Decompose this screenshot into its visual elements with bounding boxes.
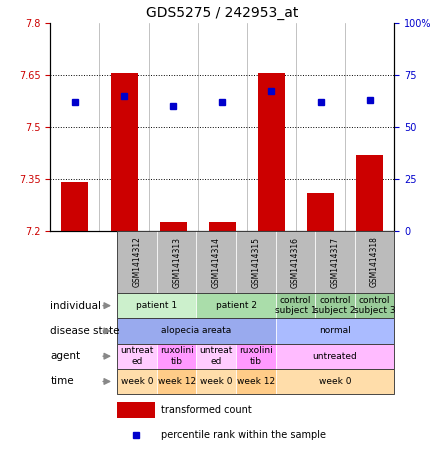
Bar	[307, 193, 334, 231]
Bar	[236, 231, 276, 293]
Bar	[197, 343, 236, 369]
Bar	[157, 343, 197, 369]
Text: GSM1414316: GSM1414316	[291, 236, 300, 288]
Text: alopecia areata: alopecia areata	[161, 327, 232, 335]
Bar	[117, 343, 394, 369]
Text: patient 1: patient 1	[136, 301, 177, 310]
Bar	[117, 318, 394, 343]
Bar	[197, 231, 236, 293]
Text: normal: normal	[319, 327, 351, 335]
Text: control
subject 3: control subject 3	[353, 296, 395, 315]
Text: GSM1414315: GSM1414315	[251, 236, 260, 288]
Bar	[209, 222, 236, 231]
Text: disease state: disease state	[50, 326, 120, 336]
Bar	[117, 293, 394, 318]
Text: week 12: week 12	[237, 377, 275, 386]
Bar	[117, 231, 157, 293]
Bar	[157, 231, 197, 293]
Text: GSM1414313: GSM1414313	[172, 236, 181, 288]
Bar	[276, 231, 315, 293]
Bar	[117, 318, 276, 343]
Bar	[110, 73, 138, 231]
Bar	[117, 293, 197, 318]
Bar	[61, 183, 88, 231]
Text: percentile rank within the sample: percentile rank within the sample	[161, 430, 326, 440]
Text: individual: individual	[50, 301, 101, 311]
Bar	[236, 343, 276, 369]
Bar	[117, 231, 394, 293]
Text: week 12: week 12	[158, 377, 196, 386]
Bar	[117, 369, 394, 394]
Text: GSM1414312: GSM1414312	[133, 236, 141, 288]
Title: GDS5275 / 242953_at: GDS5275 / 242953_at	[146, 6, 298, 20]
Text: time: time	[50, 376, 74, 386]
Text: week 0: week 0	[200, 377, 233, 386]
Text: untreat
ed: untreat ed	[200, 347, 233, 366]
Bar	[355, 231, 394, 293]
Bar	[276, 369, 394, 394]
Bar	[236, 369, 276, 394]
Text: week 0: week 0	[318, 377, 351, 386]
Bar	[197, 369, 236, 394]
Text: untreated: untreated	[313, 352, 357, 361]
Text: ruxolini
tib: ruxolini tib	[239, 347, 273, 366]
Bar	[197, 293, 276, 318]
Text: week 0: week 0	[121, 377, 153, 386]
Text: GSM1414317: GSM1414317	[330, 236, 339, 288]
Text: untreat
ed: untreat ed	[120, 347, 154, 366]
Text: GSM1414318: GSM1414318	[370, 236, 379, 288]
Bar	[157, 369, 197, 394]
Bar	[117, 369, 157, 394]
Text: control
subject 1: control subject 1	[275, 296, 316, 315]
Bar	[356, 154, 383, 231]
Text: GSM1414314: GSM1414314	[212, 236, 221, 288]
Text: control
subject 2: control subject 2	[314, 296, 356, 315]
Bar	[117, 343, 157, 369]
Bar	[315, 293, 355, 318]
Bar	[276, 318, 394, 343]
Bar	[276, 343, 394, 369]
Text: transformed count: transformed count	[161, 405, 251, 415]
Bar	[117, 402, 155, 418]
Bar	[258, 73, 285, 231]
Bar	[160, 222, 187, 231]
Text: patient 2: patient 2	[215, 301, 257, 310]
Text: agent: agent	[50, 351, 81, 361]
Bar	[276, 293, 315, 318]
Bar	[355, 293, 394, 318]
Bar	[315, 231, 355, 293]
Text: ruxolini
tib: ruxolini tib	[160, 347, 194, 366]
